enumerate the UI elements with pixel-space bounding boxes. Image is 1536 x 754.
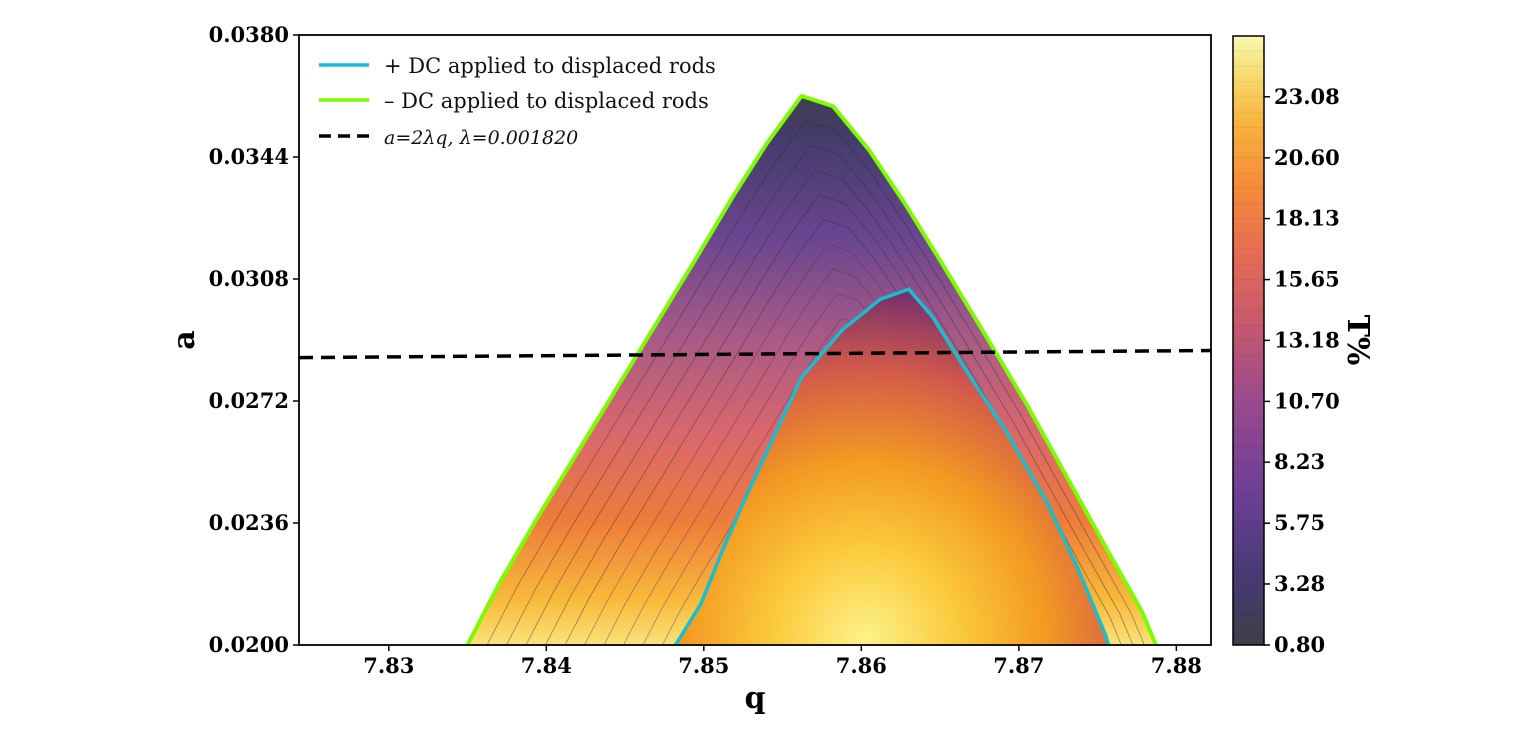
- legend-label-lambda: a=2λq, λ=0.001820: [384, 127, 578, 149]
- x-tick-label: 7.87: [993, 653, 1044, 678]
- colorbar-bands: [1233, 50, 1264, 631]
- y-tick-label: 0.0272: [209, 388, 289, 413]
- x-tick-label: 7.85: [678, 653, 729, 678]
- x-tick-label: 7.88: [1151, 653, 1202, 678]
- colorbar-tick-label: 15.65: [1274, 267, 1340, 292]
- colorbar-tick-label: 3.28: [1274, 571, 1325, 596]
- contour-line: [486, 120, 1145, 645]
- x-axis: 7.83 7.84 7.85 7.86 7.87 7.88: [363, 645, 1202, 678]
- x-axis-label: q: [745, 681, 766, 716]
- y-axis-label: a: [167, 330, 202, 349]
- y-tick-label: 0.0344: [209, 144, 289, 169]
- x-tick-label: 7.83: [363, 653, 414, 678]
- colorbar-tick-label: 20.60: [1274, 145, 1340, 170]
- colorbar-tick-label: 10.70: [1274, 388, 1340, 413]
- y-axis: 0.0200 0.0236 0.0272 0.0308 0.0344 0.0380: [209, 22, 299, 657]
- colorbar-ticks: 0.80 3.28 5.75 8.23 10.70 13.18 15.65 18.13 20.6…: [1264, 84, 1340, 657]
- x-tick-label: 7.86: [836, 653, 887, 678]
- plot-area: [299, 94, 1211, 645]
- series-minus-dc-line: [465, 94, 1158, 645]
- y-tick-label: 0.0308: [209, 266, 289, 291]
- colorbar-tick-label: 5.75: [1274, 510, 1325, 535]
- colorbar-label: T%: [1340, 315, 1375, 366]
- colorbar: 0.80 3.28 5.75 8.23 10.70 13.18 15.65 18.13 20.6…: [1232, 35, 1375, 657]
- y-tick-label: 0.0236: [209, 510, 289, 535]
- high-transmission-region: [675, 289, 1109, 645]
- legend-label-plus-dc: + DC applied to displaced rods: [384, 54, 716, 78]
- colorbar-tick-label: 18.13: [1274, 206, 1340, 231]
- contour-line: [506, 144, 1134, 645]
- y-tick-label: 0.0200: [209, 632, 289, 657]
- colorbar-tick-label: 8.23: [1274, 449, 1325, 474]
- plot-frame: [298, 34, 1212, 646]
- colorbar-tick-label: 0.80: [1274, 632, 1325, 657]
- legend-label-minus-dc: – DC applied to displaced rods: [384, 89, 709, 113]
- x-tick-label: 7.84: [521, 653, 572, 678]
- y-tick-label: 0.0380: [209, 22, 289, 47]
- colorbar-tick-label: 13.18: [1274, 327, 1340, 352]
- legend: + DC applied to displaced rods – DC appl…: [319, 54, 716, 149]
- series-plus-dc-line: [674, 287, 1111, 645]
- colorbar-tick-label: 23.08: [1274, 84, 1340, 109]
- series-lambda-line: [299, 348, 1211, 360]
- colorbar-gradient: [1233, 36, 1264, 645]
